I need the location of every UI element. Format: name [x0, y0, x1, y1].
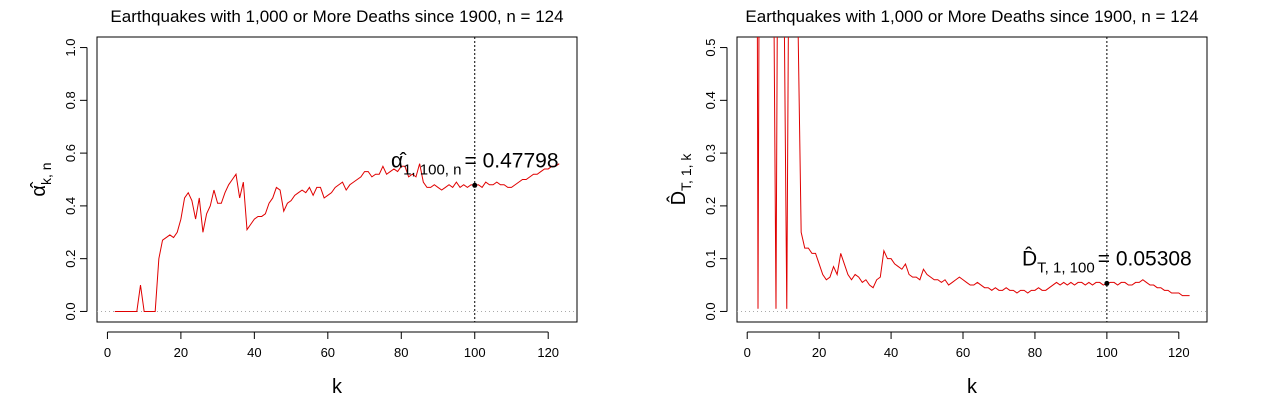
- y-tick-label: 0.5: [703, 39, 718, 57]
- y-tick-label: 1.0: [63, 39, 78, 57]
- annotation: α̂1, 100, n = 0.47798: [391, 149, 559, 178]
- y-tick-label: 0.2: [703, 197, 718, 215]
- annotation: D̂T, 1, 100 = 0.05308: [1022, 247, 1192, 276]
- x-tick-label: 0: [104, 345, 111, 360]
- x-axis-label: k: [332, 376, 343, 398]
- x-tick-label: 20: [174, 345, 188, 360]
- x-tick-label: 60: [956, 345, 970, 360]
- x-tick-label: 20: [812, 345, 826, 360]
- x-axis-label: k: [967, 376, 978, 398]
- panel: Earthquakes with 1,000 or More Deaths si…: [28, 7, 578, 398]
- annotation-value: = 0.05308: [1098, 247, 1192, 270]
- y-axis-sub: k, n: [38, 162, 54, 185]
- x-tick-label: 60: [321, 345, 335, 360]
- data-line: [756, 37, 1190, 309]
- y-tick-label: 0.4: [703, 91, 718, 109]
- y-axis-symbol: D̂: [667, 191, 690, 205]
- x-tick-label: 120: [537, 345, 559, 360]
- y-tick-label: 0.0: [703, 302, 718, 320]
- chart-title: Earthquakes with 1,000 or More Deaths si…: [745, 7, 1198, 26]
- x-tick-label: 80: [1028, 345, 1042, 360]
- x-tick-label: 120: [1168, 345, 1190, 360]
- plot-box: [96, 36, 578, 323]
- annotation-sub: 1, 100, n: [403, 161, 461, 178]
- chart-title: Earthquakes with 1,000 or More Deaths si…: [110, 7, 563, 26]
- x-tick-label: 40: [247, 345, 261, 360]
- plot-box: [736, 36, 1208, 323]
- annotation-value: = 0.47798: [464, 149, 558, 172]
- y-tick-label: 0.3: [703, 144, 718, 162]
- y-tick-label: 0.2: [63, 250, 78, 268]
- y-tick-label: 0.0: [63, 302, 78, 320]
- highlight-point: [472, 182, 478, 188]
- y-axis-label: α̂k, n: [28, 162, 54, 196]
- x-tick-label: 100: [1096, 345, 1118, 360]
- y-tick-label: 0.4: [63, 197, 78, 215]
- y-tick-label: 0.8: [63, 91, 78, 109]
- y-axis-sub: T, 1, k: [678, 153, 694, 191]
- y-tick-label: 0.6: [63, 144, 78, 162]
- x-tick-label: 80: [394, 345, 408, 360]
- y-tick-label: 0.1: [703, 250, 718, 268]
- y-axis-label: D̂T, 1, k: [667, 153, 694, 206]
- x-tick-label: 40: [884, 345, 898, 360]
- data-line: [114, 163, 560, 312]
- annotation-symbol: D̂: [1022, 247, 1037, 270]
- x-tick-label: 100: [464, 345, 486, 360]
- x-tick-label: 0: [744, 345, 751, 360]
- annotation-sub: T, 1, 100: [1037, 259, 1095, 276]
- panel: Earthquakes with 1,000 or More Deaths si…: [667, 7, 1208, 398]
- annotation-symbol: α̂: [391, 149, 407, 172]
- highlight-point: [1104, 280, 1110, 286]
